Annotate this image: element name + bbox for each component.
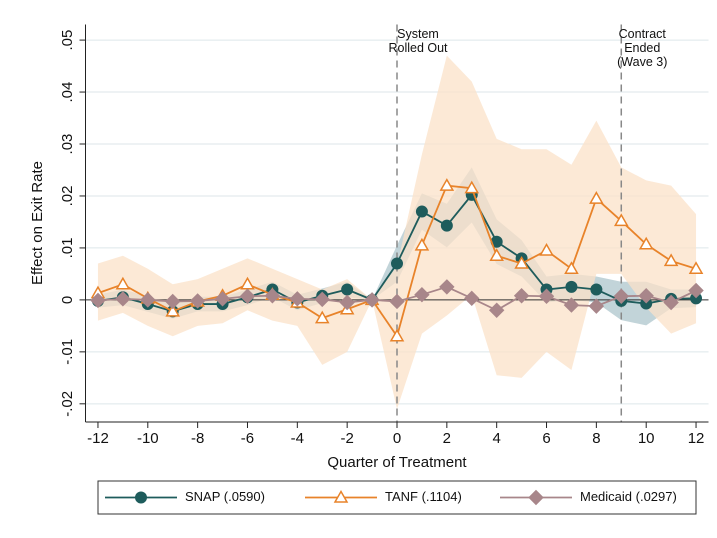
x-tick-label: 10: [638, 430, 655, 447]
marker: [464, 290, 480, 307]
legend-box: [97, 480, 697, 515]
x-tick-label: 8: [592, 430, 600, 447]
marker: [214, 291, 231, 307]
y-tick-label: -.01: [59, 339, 76, 365]
marker: [165, 293, 181, 310]
x-tick-label: -4: [291, 430, 304, 447]
marker: [564, 261, 579, 274]
marker: [341, 283, 354, 296]
marker: [563, 297, 580, 313]
marker: [189, 293, 206, 309]
marker: [439, 178, 455, 191]
marker: [140, 292, 156, 308]
marker: [489, 248, 504, 261]
marker: [513, 288, 530, 304]
marker: [414, 237, 430, 251]
marker: [389, 293, 405, 310]
x-axis-title: Quarter of Treatment: [327, 454, 467, 471]
marker: [590, 283, 603, 296]
x-tick-label: 0: [393, 430, 401, 447]
marker: [339, 294, 355, 311]
y-tick-label: .01: [59, 238, 76, 259]
marker: [239, 288, 256, 304]
marker: [663, 253, 679, 267]
marker: [514, 256, 529, 269]
y-tick-label: 0: [59, 296, 76, 304]
y-tick-label: .02: [59, 186, 76, 207]
marker: [440, 219, 453, 232]
x-tick-label: 12: [688, 430, 705, 447]
marker: [638, 236, 654, 250]
series: [90, 279, 704, 318]
marker: [264, 288, 281, 304]
legend-marker: [135, 491, 147, 504]
marker: [314, 291, 330, 308]
marker: [289, 291, 306, 307]
x-tick-label: -6: [241, 430, 254, 447]
legend-marker: [528, 489, 544, 506]
x-tick-label: 6: [542, 430, 550, 447]
x-tick-label: -10: [137, 430, 159, 447]
marker: [663, 294, 679, 311]
annotation: (Wave 3): [617, 55, 667, 69]
marker: [314, 310, 330, 324]
marker: [565, 280, 578, 293]
annotation: Rolled Out: [388, 41, 448, 55]
marker: [613, 288, 629, 304]
x-tick-label: -2: [340, 430, 353, 447]
marker: [414, 286, 430, 303]
marker: [539, 243, 554, 256]
marker: [364, 292, 380, 308]
marker: [439, 279, 455, 295]
marker: [389, 328, 405, 342]
marker: [589, 191, 604, 204]
marker: [115, 291, 131, 307]
marker: [688, 282, 704, 299]
marker: [688, 261, 704, 274]
marker: [90, 292, 106, 309]
y-tick-label: .04: [59, 82, 76, 103]
marker: [115, 276, 131, 290]
marker: [165, 303, 181, 317]
annotation: Contract: [619, 27, 667, 41]
marker: [391, 257, 403, 270]
marker: [588, 298, 605, 314]
marker: [464, 180, 480, 194]
confidence-band: [97, 55, 697, 410]
legend-label: TANF (.1104): [385, 489, 462, 504]
annotation: System: [397, 27, 439, 41]
y-tick-label: -.02: [59, 391, 76, 417]
y-tick-label: .03: [59, 134, 76, 155]
annotation: Ended: [624, 41, 660, 55]
y-axis-title: Effect on Exit Rate: [29, 161, 46, 285]
marker: [488, 302, 505, 318]
legend-marker: [333, 489, 349, 503]
x-tick-label: -12: [87, 430, 109, 447]
marker: [415, 205, 428, 218]
marker: [638, 288, 654, 304]
legend-label: SNAP (.0590): [185, 489, 265, 504]
x-tick-label: -8: [191, 430, 204, 447]
marker: [538, 288, 555, 304]
x-tick-label: 2: [443, 430, 451, 447]
x-tick-label: 4: [493, 430, 501, 447]
y-tick-label: .05: [59, 30, 76, 51]
marker: [613, 213, 629, 227]
legend-label: Medicaid (.0297): [580, 489, 677, 504]
